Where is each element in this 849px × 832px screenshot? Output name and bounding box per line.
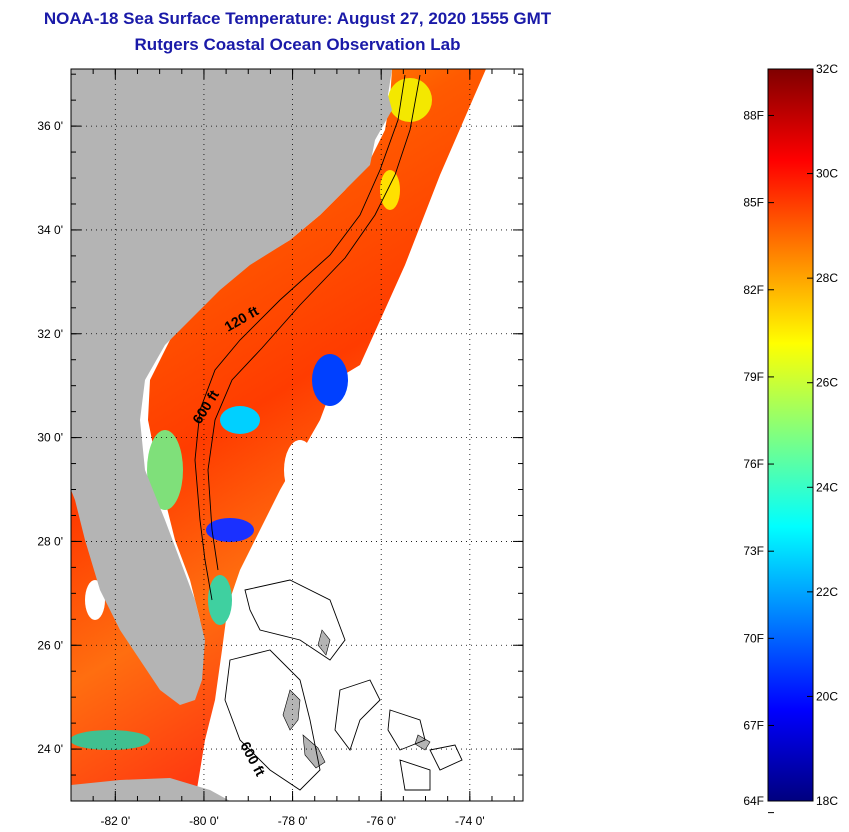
- land-us-southeast: [71, 69, 392, 705]
- colorbar-label-c: 22C: [816, 585, 838, 599]
- colorbar-label-c: 20C: [816, 689, 838, 703]
- colorbar-label-c: 24C: [816, 480, 838, 494]
- land-cuba: [71, 778, 230, 801]
- colorbar-label-f: 64F: [743, 794, 764, 808]
- lat-tick-label: 30 0': [37, 431, 63, 445]
- lat-tick-label: 28 0': [37, 534, 63, 548]
- colorbar-fahrenheit-labels: 64F 67F 70F 73F 76F 79F 82F 85F 88F: [743, 108, 774, 814]
- colorbar-label-f: 76F: [743, 457, 764, 471]
- lat-tick-label: 34 0': [37, 223, 63, 237]
- longitude-tick-labels: -82 0' -80 0' -78 0' -76 0' -74 0': [100, 814, 484, 828]
- colorbar-label-f: 73F: [743, 544, 764, 558]
- lon-tick-label: -76 0': [366, 814, 396, 828]
- map-title: NOAA-18 Sea Surface Temperature: August …: [43, 9, 552, 28]
- lon-tick-label: -82 0': [100, 814, 130, 828]
- map-subtitle: Rutgers Coastal Ocean Observation Lab: [134, 35, 461, 54]
- latitude-tick-labels: 24 0' 26 0' 28 0' 30 0' 32 0' 34 0' 36 0': [37, 119, 63, 756]
- colorbar: [767, 68, 814, 802]
- lat-tick-label: 36 0': [37, 119, 63, 133]
- lat-lon-grid: [71, 69, 523, 801]
- lat-tick-label: 24 0': [37, 742, 63, 756]
- colorbar-label-f: 88F: [743, 108, 764, 122]
- colorbar-label-f: 67F: [743, 718, 764, 732]
- land-bahamas: [282, 629, 431, 769]
- bathymetry-contours: [194, 74, 463, 791]
- lat-tick-label: 32 0': [37, 327, 63, 341]
- colorbar-label-f: 82F: [743, 283, 764, 297]
- lon-tick-label: -74 0': [455, 814, 485, 828]
- colorbar-label-c: 28C: [816, 271, 838, 285]
- colorbar-label-f: 85F: [743, 196, 764, 210]
- sst-cool-patches: [71, 78, 432, 750]
- colorbar-label-c: 30C: [816, 167, 838, 181]
- lat-tick-label: 26 0': [37, 638, 63, 652]
- colorbar-label-c: 26C: [816, 376, 838, 390]
- lon-tick-label: -78 0': [278, 814, 308, 828]
- map-frame: [70, 68, 524, 802]
- lon-tick-label: -80 0': [189, 814, 219, 828]
- colorbar-label-f: 79F: [743, 370, 764, 384]
- colorbar-celsius-labels: 18C 20C 22C 24C 26C 28C 30C 32C: [807, 62, 838, 808]
- colorbar-label-f: 70F: [743, 631, 764, 645]
- sst-swath: [71, 69, 486, 801]
- colorbar-label-c: 32C: [816, 62, 838, 76]
- axis-ticks: [70, 69, 523, 802]
- colorbar-label-c: 18C: [816, 794, 838, 808]
